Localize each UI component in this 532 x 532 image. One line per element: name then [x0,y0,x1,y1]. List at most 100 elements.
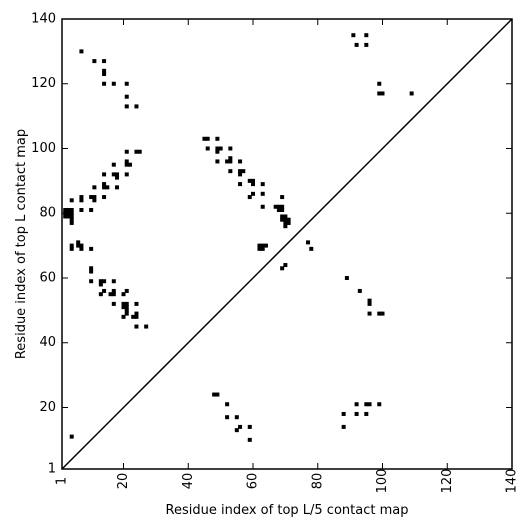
upper-contact-point [124,162,129,167]
lower-contact-point [367,311,372,316]
upper-contact-point [309,246,314,251]
upper-contact-point [124,81,129,86]
upper-contact-point [111,162,116,167]
upper-contact-point [124,288,129,293]
upper-contact-point [263,243,268,248]
upper-contact-point [66,211,71,216]
x-tick-label: 60 [246,473,261,490]
upper-contact-point [69,214,74,219]
upper-contact-point [102,172,107,177]
upper-contact-point [306,240,311,245]
lower-contact-point [380,311,385,316]
upper-contact-point [102,288,107,293]
upper-contact-point [76,243,81,248]
upper-contact-point [124,172,129,177]
upper-contact-point [79,208,84,213]
plot-frame [61,18,513,470]
upper-contact-point [79,198,84,203]
x-tick-label: 100 [375,469,390,494]
upper-contact-point [102,182,107,187]
lower-contact-point [215,392,220,397]
upper-contact-point [69,208,74,213]
upper-contact-point [124,301,129,306]
upper-contact-point [102,72,107,77]
contact-points [63,33,414,442]
x-tick-label: 140 [505,469,520,494]
upper-contact-point [238,169,243,174]
upper-contact-point [257,246,262,251]
lower-contact-point [354,411,359,416]
upper-contact-point [111,292,116,297]
upper-contact-point [247,178,252,183]
lower-contact-point [238,424,243,429]
upper-contact-point [257,243,262,248]
lower-contact-point [341,424,346,429]
upper-contact-point [280,214,285,219]
upper-contact-point [102,68,107,73]
upper-contact-point [280,217,285,222]
y-tick-label: 60 [39,270,56,285]
upper-contact-point [228,169,233,174]
lower-contact-point [357,288,362,293]
upper-contact-point [286,217,291,222]
upper-contact-point [92,198,97,203]
upper-contact-point [280,204,285,209]
upper-contact-point [276,204,281,209]
upper-contact-point [69,220,74,225]
upper-contact-point [115,185,120,190]
diagonal-line [61,18,513,470]
y-tick-label: 40 [39,335,56,350]
upper-contact-point [131,314,136,319]
upper-contact-point [79,49,84,54]
upper-contact-point [89,208,94,213]
upper-contact-point [241,169,246,174]
upper-contact-point [124,159,129,164]
upper-contact-point [218,146,223,151]
upper-contact-point [409,91,414,96]
y-tick-label: 80 [39,206,56,221]
lower-contact-point [341,411,346,416]
upper-contact-point [228,146,233,151]
upper-contact-point [66,214,71,219]
upper-contact-point [283,220,288,225]
lower-contact-point [367,402,372,407]
upper-contact-point [124,149,129,154]
upper-contact-point [144,324,149,329]
upper-contact-point [124,311,129,316]
upper-contact-point [92,185,97,190]
upper-contact-point [102,185,107,190]
upper-contact-point [63,214,68,219]
upper-contact-point [89,279,94,284]
upper-contact-point [89,269,94,274]
upper-contact-point [377,91,382,96]
upper-contact-point [69,211,74,216]
upper-contact-point [111,81,116,86]
upper-contact-point [280,195,285,200]
x-tick-label: 20 [116,473,131,490]
upper-contact-point [238,159,243,164]
upper-contact-point [377,81,382,86]
lower-contact-point [69,434,74,439]
x-axis-label: Residue index of top L/5 contact map [166,503,409,518]
upper-contact-point [260,191,265,196]
x-tick-label: 120 [440,469,455,494]
lower-contact-point [234,415,239,420]
upper-contact-point [79,243,84,248]
upper-contact-point [215,136,220,141]
upper-contact-point [124,94,129,99]
upper-contact-point [124,308,129,313]
lower-contact-point [377,402,382,407]
upper-contact-point [228,159,233,164]
x-tick-label: 1 [55,477,70,485]
upper-contact-point [111,288,116,293]
upper-contact-point [124,305,129,310]
upper-contact-point [69,217,74,222]
upper-contact-point [134,314,139,319]
lower-contact-point [225,415,230,420]
lower-contact-point [212,392,217,397]
upper-contact-point [215,159,220,164]
upper-contact-point [260,204,265,209]
upper-contact-point [92,195,97,200]
upper-contact-point [280,208,285,213]
